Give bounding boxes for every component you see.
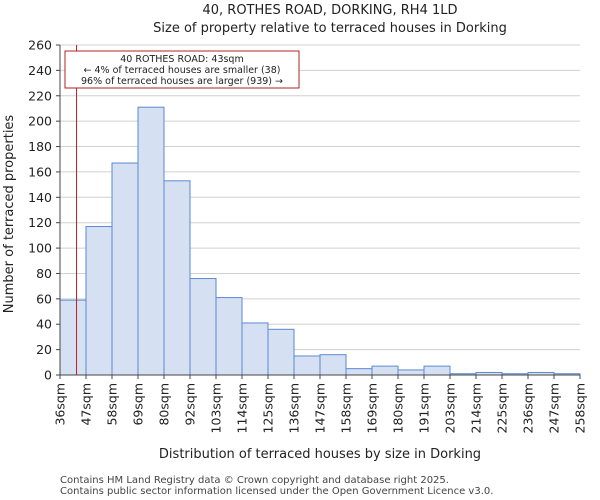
bar-103sqm xyxy=(215,297,243,376)
y-tick-label: 180 xyxy=(28,139,52,154)
x-tick-label: 125sqm xyxy=(261,383,276,433)
chart-title: 40, ROTHES ROAD, DORKING, RH4 1LD xyxy=(202,3,457,18)
bar-92sqm xyxy=(189,278,217,376)
y-tick-label: 100 xyxy=(28,241,52,256)
y-tick-label: 40 xyxy=(36,317,52,332)
annotation-smaller: ← 4% of terraced houses are smaller (38) xyxy=(84,65,281,76)
bar-136sqm xyxy=(293,355,321,376)
x-axis-label: Distribution of terraced houses by size … xyxy=(159,447,481,462)
x-tick-label: 92sqm xyxy=(183,383,198,426)
bar-191sqm xyxy=(423,365,451,376)
x-tick-label: 80sqm xyxy=(157,383,172,426)
bar-158sqm xyxy=(345,368,373,376)
y-axis-ticks: 0 20 40 60 80 100 120 140 160 180 200 220 240 260 xyxy=(28,38,60,383)
y-tick-label: 220 xyxy=(28,88,52,103)
footer-copyright: Contains HM Land Registry data © Crown c… xyxy=(60,475,449,486)
bar-147sqm xyxy=(319,354,347,376)
y-tick-label: 120 xyxy=(28,215,52,230)
x-tick-label: 69sqm xyxy=(131,383,146,426)
x-tick-label: 36sqm xyxy=(53,383,68,426)
x-tick-label: 247sqm xyxy=(547,383,562,433)
footer-licence: Contains public sector information licen… xyxy=(60,486,493,497)
y-tick-label: 20 xyxy=(36,342,52,357)
bars xyxy=(59,45,581,376)
x-tick-label: 191sqm xyxy=(417,383,432,433)
bar-47sqm xyxy=(85,226,113,376)
y-tick-label: 160 xyxy=(28,164,52,179)
bar-125sqm xyxy=(267,328,295,376)
x-tick-label: 214sqm xyxy=(469,383,484,433)
bar-169sqm xyxy=(371,365,399,376)
x-tick-label: 225sqm xyxy=(495,383,510,433)
y-tick-label: 200 xyxy=(28,114,52,129)
bar-69sqm xyxy=(137,106,165,376)
x-tick-label: 114sqm xyxy=(235,383,250,433)
x-tick-label: 180sqm xyxy=(391,383,406,433)
x-tick-label: 147sqm xyxy=(313,383,328,433)
chart-subtitle: Size of property relative to terraced ho… xyxy=(153,21,507,36)
y-tick-label: 240 xyxy=(28,63,52,78)
annotation-larger: 96% of terraced houses are larger (939) … xyxy=(81,76,283,87)
x-tick-label: 258sqm xyxy=(573,383,588,433)
y-tick-label: 60 xyxy=(36,291,52,306)
x-tick-label: 103sqm xyxy=(209,383,224,433)
y-tick-label: 80 xyxy=(36,266,52,281)
y-tick-label: 0 xyxy=(44,368,52,383)
bar-80sqm xyxy=(163,180,191,376)
y-tick-label: 140 xyxy=(28,190,52,205)
annotation-title: 40 ROTHES ROAD: 43sqm xyxy=(120,54,243,65)
x-tick-label: 158sqm xyxy=(339,383,354,433)
bar-114sqm xyxy=(241,322,269,376)
x-axis-ticks: 36sqm 47sqm 58sqm 69sqm 80sqm 92sqm 103sqm 114s… xyxy=(53,375,588,433)
x-tick-label: 236sqm xyxy=(521,383,536,433)
x-tick-label: 58sqm xyxy=(105,383,120,426)
x-tick-label: 203sqm xyxy=(443,383,458,433)
y-tick-label: 260 xyxy=(28,38,52,53)
annotation-box xyxy=(64,50,300,89)
x-tick-label: 169sqm xyxy=(365,383,380,433)
x-tick-label: 47sqm xyxy=(79,383,94,426)
bar-180sqm xyxy=(397,369,425,376)
x-tick-label: 136sqm xyxy=(287,383,302,433)
bar-58sqm xyxy=(111,162,139,376)
y-axis-label: Number of terraced properties xyxy=(2,115,17,314)
bar-36sqm xyxy=(59,299,87,376)
